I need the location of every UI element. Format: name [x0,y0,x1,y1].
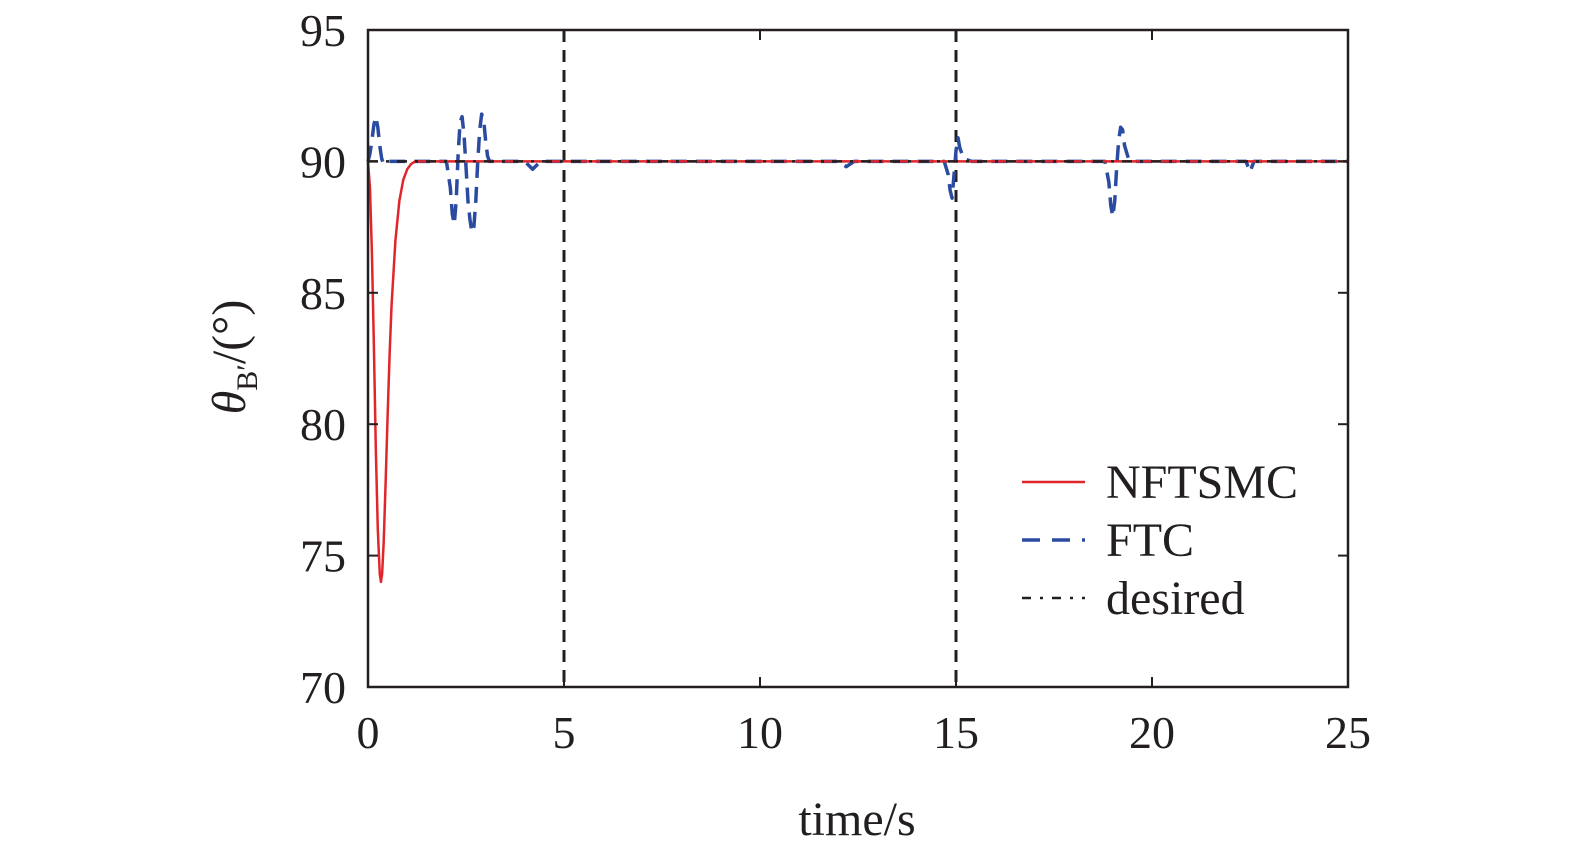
plot-frame [366,28,1350,689]
y-tick-label: 90 [300,136,346,187]
x-tick-label: 0 [357,707,380,758]
series-line-ftc [366,112,1348,235]
x-tick-label: 25 [1325,707,1371,758]
x-tick-label: 5 [553,707,576,758]
axes [366,28,1350,689]
legend-label-desired: desired [1106,572,1245,625]
plot-area [366,30,1348,687]
x-tick-label: 10 [737,707,783,758]
legend-label-nftsmc: NFTSMC [1106,456,1298,509]
legend-label-ftc: FTC [1106,514,1194,567]
y-tick-label: 80 [300,399,346,450]
y-axis-label-unit: /(°) [203,300,256,365]
tick-labels: 0 5 10 15 20 25 70 75 80 85 90 95 [300,5,1371,758]
x-tick-label: 15 [933,707,979,758]
x-tick-label: 20 [1129,707,1175,758]
y-tick-label: 85 [300,268,346,319]
series-line-nftsmc [366,160,1348,584]
y-tick-label: 75 [300,531,346,582]
y-tick-label: 70 [300,662,346,713]
y-axis-label: θB′/(°) [203,300,264,415]
y-axis-label-symbol: θ [203,391,256,415]
y-axis-label-subscript: B′ [231,364,264,391]
y-tick-label: 95 [300,5,346,56]
x-axis-label: time/s [798,793,915,846]
